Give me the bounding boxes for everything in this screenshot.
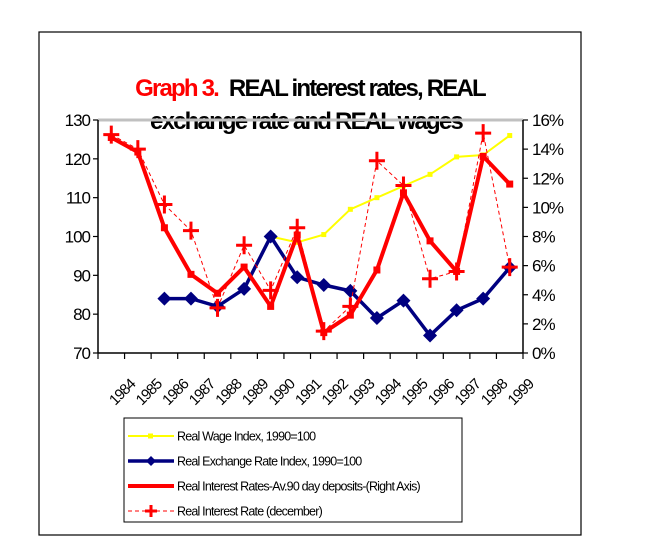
series-layer <box>103 124 518 343</box>
right-tick-label: 6% <box>532 257 555 276</box>
data-point <box>182 221 199 240</box>
data-point <box>321 232 327 238</box>
legend-item: Real Interest Rates-Av.90 day deposits-(… <box>128 480 421 494</box>
data-point <box>156 195 173 214</box>
data-point <box>453 267 461 275</box>
data-point <box>374 195 380 201</box>
legend: Real Wage Index, 1990=100 Real Exchange R… <box>123 417 463 523</box>
legend-marker <box>145 505 157 517</box>
data-point <box>240 263 248 271</box>
data-point <box>293 231 301 239</box>
data-point <box>183 291 198 306</box>
data-point <box>501 258 518 277</box>
series-line <box>110 135 512 335</box>
right-tick-label: 14% <box>532 140 564 159</box>
data-point <box>399 189 407 197</box>
legend-label: Real Interest Rate (december) <box>177 505 323 519</box>
left-tick-label: 100 <box>65 228 91 247</box>
legend-label: Real Exchange Rate Index, 1990=100 <box>177 455 362 469</box>
right-tick-label: 4% <box>532 286 555 305</box>
data-point <box>320 329 328 337</box>
data-point <box>267 302 275 310</box>
chart-title-prefix: Graph 3. <box>135 75 219 102</box>
left-tick-label: 130 <box>65 111 91 130</box>
data-point <box>290 270 305 285</box>
series-line <box>164 233 512 339</box>
legend-item: Real Wage Index, 1990=100 <box>128 430 317 444</box>
data-point <box>396 293 411 308</box>
right-tick-label: 12% <box>532 169 564 188</box>
legend-marker <box>148 433 153 439</box>
data-point <box>316 278 331 293</box>
data-point <box>373 266 381 274</box>
data-point <box>134 148 142 156</box>
data-point <box>107 133 115 141</box>
data-point <box>263 229 278 244</box>
series-3 <box>103 124 518 341</box>
right-tick-label: 16% <box>532 111 564 130</box>
legend-item: Real Interest Rate (december) <box>128 505 323 519</box>
left-tick-label: 110 <box>66 189 91 208</box>
left-tick-label: 70 <box>73 344 90 363</box>
data-point <box>236 236 253 255</box>
chart-title-line1: Graph 3. REAL interest rates, REAL <box>135 75 486 102</box>
left-tick-label: 80 <box>73 305 90 324</box>
series-1 <box>157 229 517 343</box>
series-2 <box>107 133 514 337</box>
data-point <box>476 291 491 306</box>
data-point <box>507 133 513 139</box>
left-tick-label: 120 <box>65 150 91 169</box>
data-point <box>475 124 492 143</box>
data-point <box>449 303 464 318</box>
data-point <box>209 298 226 317</box>
chart-title-main: REAL interest rates, REAL <box>229 75 486 102</box>
left-tick-label: 90 <box>73 266 90 285</box>
legend-marker <box>146 456 156 466</box>
data-point <box>214 289 222 297</box>
data-point <box>187 270 195 278</box>
legend-item: Real Exchange Rate Index, 1990=100 <box>128 455 363 469</box>
data-point <box>157 291 172 306</box>
right-tick-label: 2% <box>532 315 555 334</box>
data-point <box>454 154 460 160</box>
right-tick-label: 0% <box>532 344 555 363</box>
legend-label: Real Interest Rates-Av.90 day deposits-(… <box>177 480 421 494</box>
right-tick-label: 10% <box>532 198 564 217</box>
data-point <box>427 171 433 177</box>
legend-box <box>123 417 463 523</box>
data-point <box>347 206 353 212</box>
data-point <box>368 151 385 170</box>
data-point <box>423 328 438 343</box>
data-point <box>160 224 168 232</box>
data-point <box>346 311 354 319</box>
data-point <box>422 269 439 288</box>
data-point <box>369 311 384 326</box>
data-point <box>479 152 487 160</box>
right-tick-label: 8% <box>532 228 555 247</box>
data-point <box>237 281 252 296</box>
legend-label: Real Wage Index, 1990=100 <box>177 430 316 444</box>
data-point <box>506 180 514 188</box>
data-point <box>426 237 434 245</box>
series-line <box>270 134 511 244</box>
